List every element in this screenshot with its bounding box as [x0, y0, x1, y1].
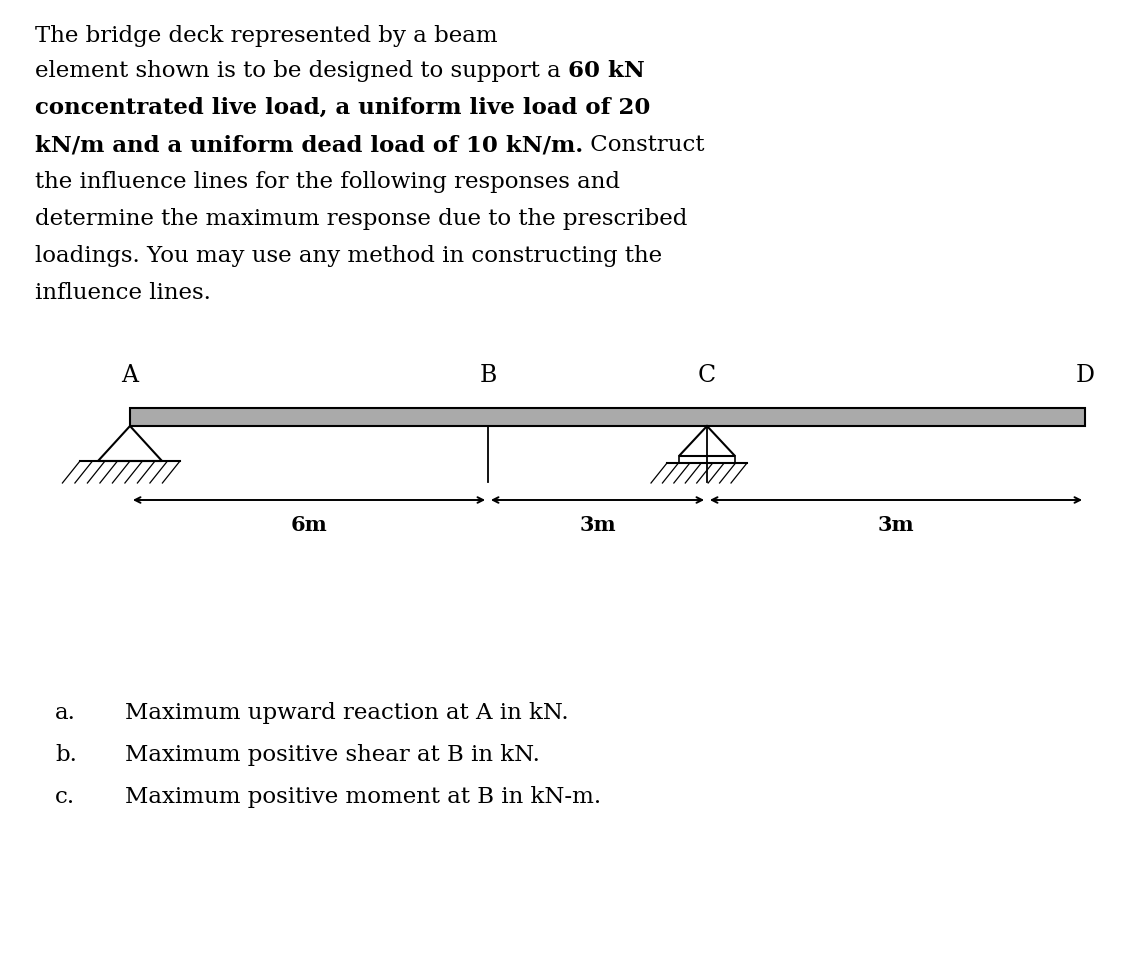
Text: b.: b. [55, 744, 76, 766]
Text: 60 kN: 60 kN [568, 60, 645, 82]
Text: loadings. You may use any method in constructing the: loadings. You may use any method in cons… [35, 245, 662, 267]
Text: 3m: 3m [579, 515, 616, 535]
Text: 6m: 6m [291, 515, 327, 535]
Text: kN/m and a uniform dead load of 10 kN/m.: kN/m and a uniform dead load of 10 kN/m. [35, 134, 583, 156]
Text: Construct: Construct [583, 134, 705, 156]
Text: influence lines.: influence lines. [35, 282, 211, 304]
Text: C: C [698, 364, 716, 387]
Text: 3m: 3m [878, 515, 914, 535]
Text: a.: a. [55, 702, 76, 724]
Text: the influence lines for the following responses and: the influence lines for the following re… [35, 171, 620, 193]
Text: Maximum positive shear at B in kN.: Maximum positive shear at B in kN. [125, 744, 540, 766]
Text: c.: c. [55, 786, 75, 808]
Bar [130, 408, 1085, 426]
Text: determine the maximum response due to the prescribed: determine the maximum response due to th… [35, 208, 688, 230]
Text: D: D [1076, 364, 1095, 387]
Bar [679, 456, 735, 463]
Text: A: A [121, 364, 138, 387]
Text: Maximum positive moment at B in kN-m.: Maximum positive moment at B in kN-m. [125, 786, 601, 808]
Text: B: B [479, 364, 497, 387]
Text: element shown is to be designed to support a: element shown is to be designed to suppo… [35, 60, 568, 82]
Text: Maximum upward reaction at A in kN.: Maximum upward reaction at A in kN. [125, 702, 569, 724]
Text: The bridge deck represented by a beam: The bridge deck represented by a beam [35, 25, 498, 47]
Text: concentrated live load, a uniform live load of 20: concentrated live load, a uniform live l… [35, 97, 651, 119]
